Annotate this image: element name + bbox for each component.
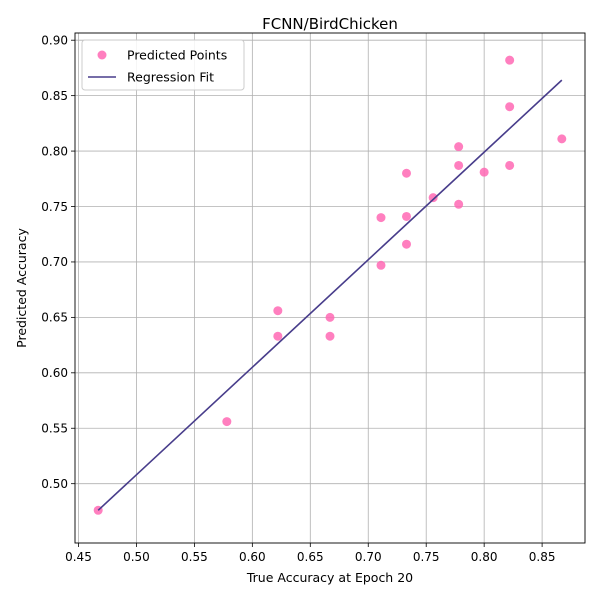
y-tick-label: 0.65 — [41, 311, 68, 325]
chart-title: FCNN/BirdChicken — [262, 15, 398, 33]
legend-label-regression-fit: Regression Fit — [127, 70, 214, 85]
data-point — [557, 134, 567, 144]
data-point — [222, 417, 232, 427]
y-tick-label: 0.80 — [41, 144, 68, 158]
x-tick-label: 0.60 — [239, 550, 266, 564]
legend: Predicted Points Regression Fit — [81, 39, 245, 91]
y-tick-label: 0.55 — [41, 422, 68, 436]
legend-box — [81, 39, 245, 91]
legend-marker-predicted-points — [97, 50, 107, 60]
legend-label-predicted-points: Predicted Points — [127, 48, 227, 63]
y-tick-label: 0.60 — [41, 366, 68, 380]
y-tick-label: 0.85 — [41, 89, 68, 103]
x-tick-label: 0.55 — [181, 550, 208, 564]
data-point — [505, 55, 515, 65]
data-point — [325, 331, 335, 341]
x-tick-label: 0.80 — [471, 550, 498, 564]
data-point — [402, 168, 411, 178]
x-tick-label: 0.45 — [65, 550, 92, 564]
data-point — [273, 306, 283, 316]
y-axis-label: Predicted Accuracy — [14, 228, 29, 348]
x-tick-label: 0.50 — [123, 550, 150, 564]
data-point — [505, 102, 515, 112]
data-point — [402, 239, 411, 249]
data-point — [273, 331, 283, 341]
data-point — [454, 142, 464, 152]
x-tick-label: 0.75 — [413, 550, 440, 564]
data-point — [428, 193, 438, 203]
data-point — [376, 213, 386, 223]
data-point — [479, 167, 489, 177]
y-tick-label: 0.90 — [41, 34, 68, 48]
data-point — [454, 160, 464, 170]
data-point — [402, 211, 411, 221]
data-point — [505, 160, 515, 170]
plot-area — [93, 55, 567, 515]
y-tick-label: 0.75 — [41, 200, 68, 214]
x-axis-label: True Accuracy at Epoch 20 — [246, 570, 413, 585]
data-point — [454, 199, 464, 209]
y-tick-label: 0.50 — [41, 477, 68, 491]
data-point — [376, 260, 386, 270]
x-tick-label: 0.70 — [355, 550, 382, 564]
x-tick-label: 0.65 — [297, 550, 324, 564]
x-tick-label: 0.85 — [529, 550, 556, 564]
regression-line — [97, 79, 563, 511]
data-point — [325, 312, 335, 322]
y-axis: 0.50 0.55 0.60 0.65 0.70 0.75 0.80 0.85 0.90 — [41, 34, 75, 491]
plot-frame — [74, 32, 586, 544]
y-tick-label: 0.70 — [41, 255, 68, 269]
x-axis: 0.45 0.50 0.55 0.60 0.65 0.70 0.75 0.80 0.85 — [65, 543, 555, 564]
